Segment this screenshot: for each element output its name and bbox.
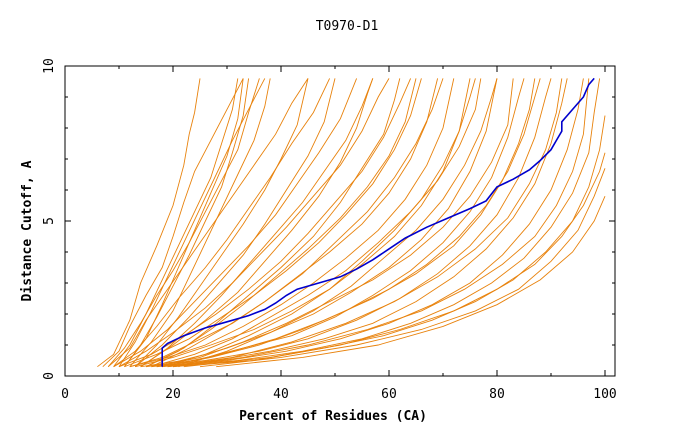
x-tick-label-60: 60 — [381, 387, 397, 402]
series-line-1 — [97, 78, 201, 368]
y-tick-label-5: 5 — [42, 217, 57, 225]
series-line-38 — [140, 78, 374, 368]
series-line-20 — [183, 152, 606, 368]
series-line-36 — [151, 78, 444, 368]
series-line-40 — [178, 78, 498, 368]
series-layer — [97, 77, 606, 368]
ticks-layer: 0 20 40 60 80 100 0 5 10 — [42, 58, 617, 402]
series-line-27 — [129, 78, 271, 367]
x-axis-label: Percent of Residues (CA) — [239, 409, 427, 424]
x-tick-label-40: 40 — [273, 387, 289, 402]
series-line-37 — [145, 78, 401, 368]
x-tick-label-100: 100 — [593, 387, 616, 402]
series-line-4 — [107, 78, 309, 368]
series-line-16 — [156, 78, 568, 368]
series-line-33 — [172, 78, 590, 368]
series-line-39 — [134, 78, 336, 368]
series-line-21 — [162, 78, 541, 368]
series-line-9 — [124, 78, 422, 368]
series-line-22 — [156, 78, 514, 368]
series-line-41 — [156, 78, 476, 368]
series-line-32 — [216, 196, 606, 368]
series-line-42 — [124, 78, 250, 367]
series-line-12 — [135, 78, 471, 368]
x-tick-label-20: 20 — [165, 387, 181, 402]
series-line-31 — [199, 168, 606, 368]
series-line-5 — [113, 78, 331, 368]
chart-title: T0970-D1 — [316, 19, 379, 34]
y-tick-label-10: 10 — [42, 58, 57, 74]
series-line-26 — [134, 78, 309, 368]
series-line-35 — [162, 78, 536, 368]
series-line-30 — [113, 78, 239, 367]
series-line-23 — [151, 78, 482, 368]
series-line-28 — [124, 78, 244, 367]
series-line-7 — [118, 78, 390, 368]
x-tick-label-0: 0 — [61, 387, 69, 402]
series-line-34 — [167, 78, 563, 368]
series-line-18 — [167, 78, 601, 368]
series-line-24 — [145, 78, 417, 368]
series-line-25 — [140, 78, 374, 368]
series-line-15 — [151, 78, 552, 368]
series-line-6 — [113, 78, 358, 368]
y-tick-label-0: 0 — [42, 372, 57, 380]
series-line-2 — [102, 78, 244, 368]
highlight-series-line — [161, 77, 595, 367]
series-line-11 — [129, 78, 455, 368]
series-line-17 — [162, 78, 584, 368]
x-tick-label-80: 80 — [489, 387, 505, 402]
y-axis-label: Distance Cutoff, A — [20, 160, 35, 301]
